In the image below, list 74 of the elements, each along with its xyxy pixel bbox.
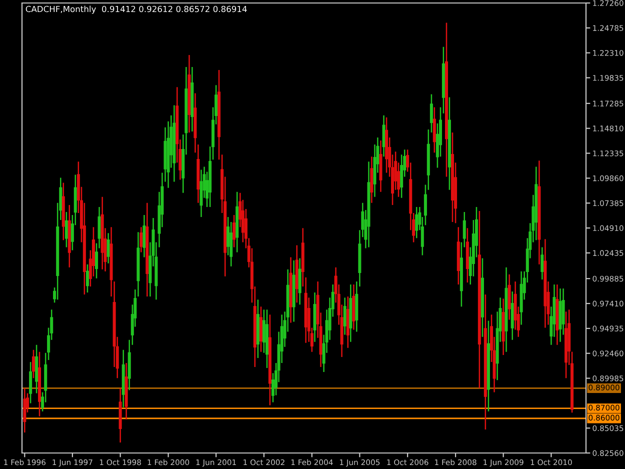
candlestick bbox=[430, 94, 433, 134]
candlestick bbox=[146, 202, 149, 298]
candlestick bbox=[38, 351, 42, 417]
candlestick bbox=[450, 132, 454, 223]
candlestick bbox=[484, 294, 487, 430]
candlestick bbox=[232, 214, 236, 248]
candlestick bbox=[256, 298, 260, 359]
candlestick bbox=[385, 116, 388, 174]
candlestick bbox=[502, 298, 505, 356]
candlestick bbox=[424, 184, 427, 226]
candlestick bbox=[292, 260, 296, 322]
candlestick bbox=[313, 292, 316, 342]
candlestick bbox=[140, 226, 143, 253]
candlestick bbox=[349, 284, 352, 342]
candlestick bbox=[259, 306, 262, 353]
candlestick bbox=[106, 232, 110, 264]
candlestick bbox=[298, 258, 302, 306]
candlestick bbox=[128, 339, 131, 391]
candlestick bbox=[486, 320, 490, 412]
candlestick bbox=[442, 46, 445, 114]
candlestick bbox=[124, 362, 128, 420]
candlestick bbox=[444, 22, 448, 178]
candlestick bbox=[35, 344, 38, 394]
candlestick bbox=[190, 66, 194, 132]
candlestick bbox=[480, 258, 484, 338]
candlestick bbox=[400, 154, 404, 199]
candlestick bbox=[268, 314, 272, 406]
candlestick bbox=[68, 204, 71, 268]
candlestick bbox=[382, 114, 386, 158]
candlestick bbox=[544, 238, 547, 328]
candlestick bbox=[462, 211, 466, 248]
candlestick bbox=[118, 388, 122, 444]
candlestick bbox=[23, 388, 26, 434]
candlestick bbox=[32, 349, 36, 379]
candlestick bbox=[564, 311, 568, 379]
candlestick bbox=[456, 226, 460, 286]
candlestick bbox=[86, 264, 89, 294]
candlestick bbox=[230, 221, 233, 267]
candlestick bbox=[448, 96, 451, 190]
candlestick bbox=[122, 349, 125, 408]
candlestick bbox=[289, 256, 292, 324]
candlestick bbox=[538, 160, 541, 265]
candlestick bbox=[200, 169, 203, 218]
candlestick bbox=[218, 69, 221, 160]
candlestick bbox=[478, 210, 481, 389]
candlestick bbox=[426, 128, 430, 190]
candlestick bbox=[352, 284, 356, 330]
candlestick bbox=[142, 214, 146, 258]
candlestick bbox=[510, 290, 514, 340]
chart-title: CADCHF,Monthly 0.91412 0.92612 0.86572 0.86914 bbox=[26, 6, 247, 14]
candlestick bbox=[432, 106, 436, 154]
candlestick bbox=[370, 156, 374, 204]
candlestick bbox=[556, 284, 559, 346]
candlestick bbox=[367, 161, 370, 248]
candlestick bbox=[558, 288, 562, 342]
candlestick bbox=[62, 182, 65, 241]
candlestick bbox=[29, 361, 32, 404]
candlestick bbox=[379, 140, 382, 192]
candlestick bbox=[188, 54, 191, 134]
candlestick bbox=[64, 211, 68, 248]
candlestick bbox=[540, 246, 544, 280]
candlestick bbox=[460, 242, 463, 308]
candlestick bbox=[343, 296, 346, 336]
candlestick bbox=[265, 309, 268, 369]
candlestick bbox=[295, 244, 298, 304]
candlestick bbox=[100, 196, 104, 270]
candlestick bbox=[236, 191, 239, 253]
candlestick bbox=[520, 270, 523, 326]
candlestick bbox=[534, 166, 538, 241]
candlestick bbox=[466, 227, 469, 284]
candlestick bbox=[415, 206, 418, 239]
candlestick bbox=[172, 104, 176, 182]
candlestick bbox=[508, 274, 511, 320]
candlestick bbox=[504, 266, 508, 353]
